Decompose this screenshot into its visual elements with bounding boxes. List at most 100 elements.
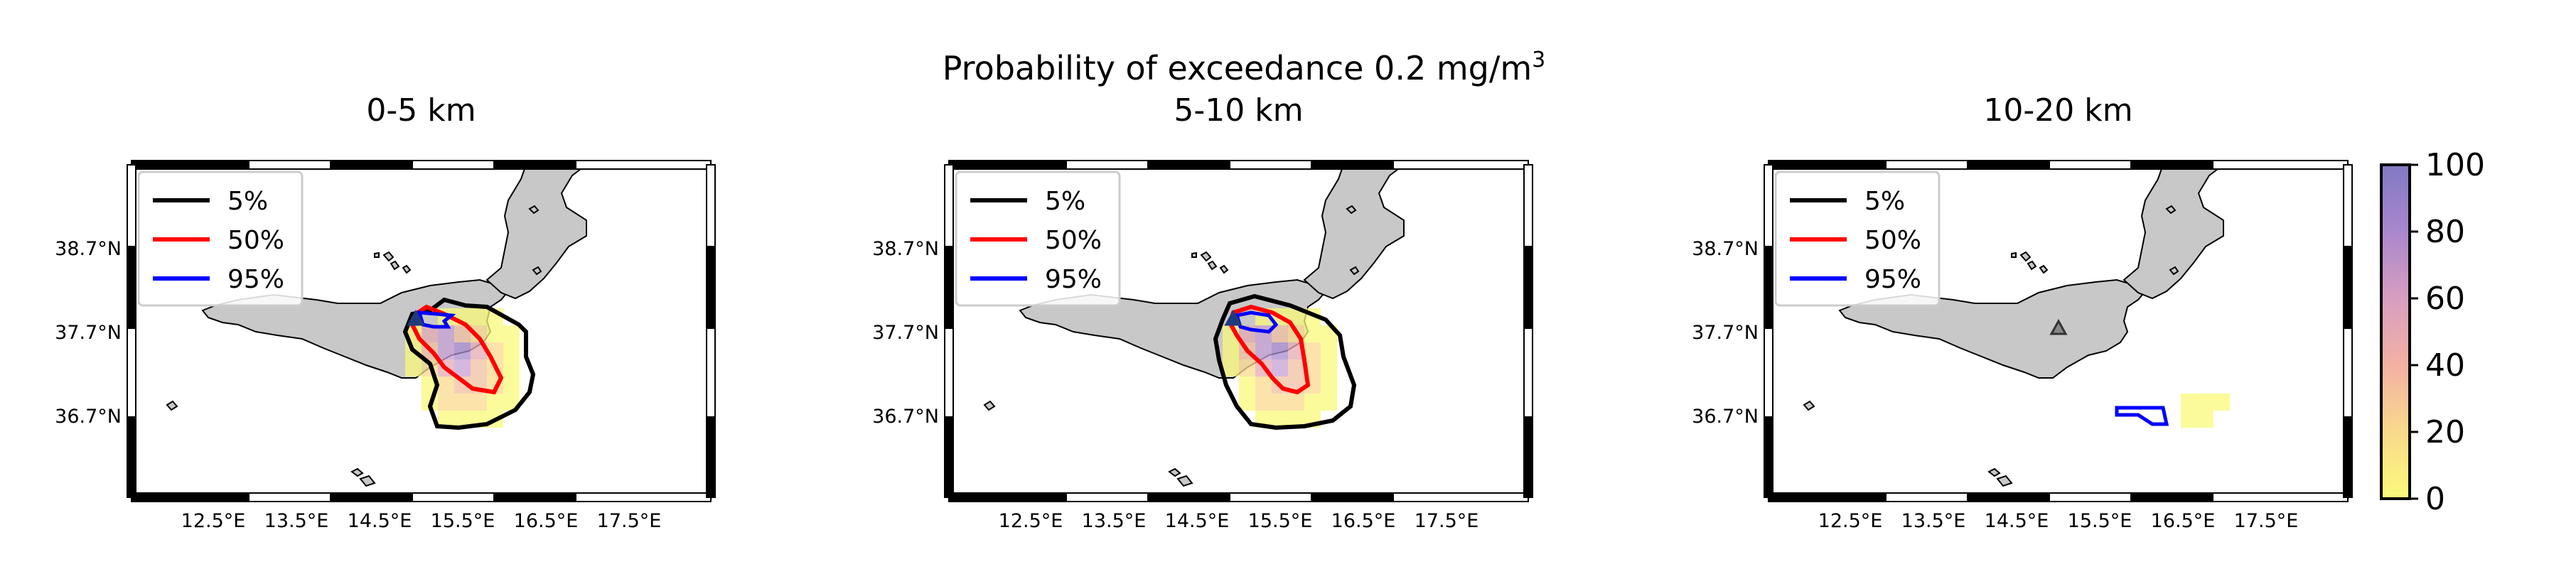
island (359, 475, 376, 487)
probability-cell (454, 411, 471, 428)
frame-block (1885, 492, 1968, 502)
probability-cell (1239, 359, 1255, 377)
y-tick-label: 37.7°N (1692, 322, 1759, 344)
island (2039, 264, 2049, 274)
legend-box (1774, 170, 1941, 307)
island (1996, 475, 2013, 487)
island (1176, 475, 1193, 487)
frame-block (2343, 246, 2353, 329)
frame-block (2343, 416, 2353, 498)
legend-label: 50% (227, 226, 284, 255)
island (1349, 266, 1360, 276)
probability-cell (454, 325, 471, 342)
island (532, 266, 542, 276)
legend-label: 5% (1864, 187, 1905, 216)
frame-block (1768, 160, 1887, 170)
y-tick-label: 36.7°N (55, 406, 122, 428)
colorbar-tick-label: 20 (2425, 414, 2465, 450)
x-tick-label: 16.5°E (514, 510, 579, 532)
contour-5-percent (402, 297, 536, 430)
probability-cell (1272, 325, 1288, 342)
island (1987, 467, 2001, 477)
probability-cell (471, 308, 487, 325)
map-frame: 5% 50% 95% (127, 160, 716, 502)
volcano-marker-icon (2049, 318, 2068, 335)
frame-block (706, 327, 716, 418)
x-tick-label: 15.5°E (2068, 510, 2132, 532)
frame-block (1392, 492, 1529, 502)
map-panel-10-20km: 10-20 km 5% 50% 95% 38.7°N 37.7°N 36.7°N 12.5°E… (1692, 92, 2353, 532)
probability-cell (405, 359, 422, 377)
legend-label: 50% (1864, 226, 1921, 255)
island (1207, 260, 1218, 271)
x-tick-label: 15.5°E (1248, 510, 1313, 532)
probability-cell (422, 325, 438, 342)
probability-cell (438, 394, 454, 411)
frame-block (1147, 492, 1230, 502)
volcano-marker-icon (407, 309, 425, 326)
x-tick-label: 17.5°E (1415, 510, 1479, 532)
probability-cell (1321, 377, 1337, 394)
probability-cell (487, 394, 503, 411)
y-tick-label: 37.7°N (55, 322, 122, 344)
x-tick-label: 14.5°E (348, 510, 412, 532)
x-tick-label: 13.5°E (1082, 510, 1147, 532)
colorbar-tick-label: 0 (2425, 481, 2445, 517)
colorbar-tick-label: 60 (2425, 281, 2465, 317)
y-tick-label: 36.7°N (872, 406, 939, 428)
frame-block (127, 327, 136, 418)
probability-cell (1288, 411, 1304, 428)
x-tick-label: 13.5°E (1901, 510, 1966, 532)
island (1346, 205, 1357, 215)
frame-block (330, 492, 413, 502)
probability-cell (1288, 394, 1304, 411)
island (1803, 400, 1815, 411)
calabria-landmass (1303, 164, 1406, 300)
legend-label: 95% (1045, 265, 1102, 294)
legend-label: 95% (227, 265, 284, 294)
island (1168, 467, 1181, 477)
x-tick-label: 15.5°E (431, 510, 495, 532)
colorbar-tick-label: 80 (2425, 214, 2465, 250)
x-tick-label: 14.5°E (1985, 510, 2049, 532)
probability-cell (2197, 394, 2213, 411)
contour-5-percent (1213, 293, 1357, 430)
frame-block (2049, 160, 2132, 170)
frame-block (1764, 416, 1773, 498)
frame-block (1523, 416, 1533, 498)
frame-block (1066, 492, 1149, 502)
probability-cell (1272, 359, 1288, 377)
frame-block (2049, 492, 2132, 502)
frame-block (1311, 160, 1394, 170)
x-tick-label: 17.5°E (597, 510, 662, 532)
frame-block (1523, 246, 1533, 329)
y-tick-label: 38.7°N (55, 238, 122, 260)
colorbar-gradient (2380, 163, 2411, 500)
colorbar: 100 80 60 40 20 0 (2380, 147, 2485, 517)
x-tick-label: 12.5°E (999, 510, 1063, 532)
frame-block (1967, 492, 2050, 502)
frame-block (1764, 246, 1773, 329)
frame-block (944, 246, 954, 329)
probability-cell (454, 342, 471, 359)
probability-cell (454, 394, 471, 411)
probability-cell (1255, 394, 1272, 411)
contour-50-percent (1227, 304, 1311, 395)
frame-block (948, 160, 1067, 170)
contour-95-percent (2115, 406, 2169, 426)
frame-block (127, 416, 136, 498)
probability-cell (1304, 342, 1321, 359)
frame-block (1147, 160, 1230, 170)
figure-suptitle: Probability of exceedance 0.2 mg/m3 (943, 48, 1546, 87)
frame-block (2343, 164, 2353, 247)
probability-cell (503, 359, 520, 377)
frame-block (2212, 160, 2349, 170)
probability-cell (2213, 394, 2230, 411)
frame-block (706, 246, 716, 329)
island (374, 251, 380, 258)
island (2169, 266, 2179, 276)
colorbar-tick-label: 100 (2425, 147, 2485, 183)
probability-cell (2181, 394, 2197, 411)
x-tick-label: 17.5°E (2234, 510, 2299, 532)
